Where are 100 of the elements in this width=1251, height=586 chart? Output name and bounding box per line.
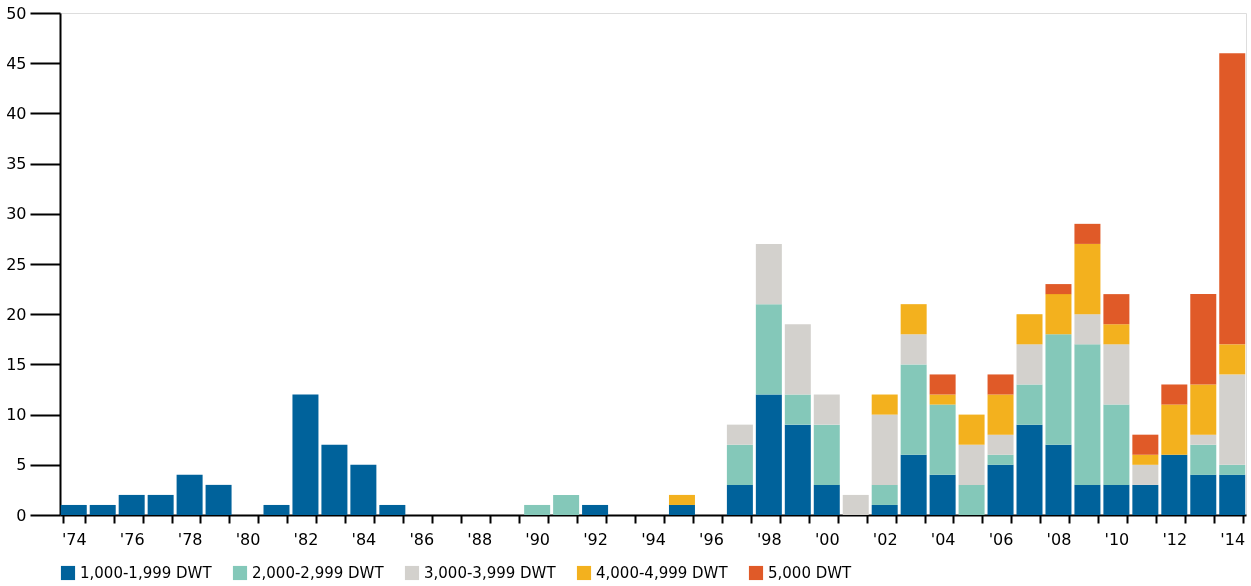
y-tick-label: 5 [16,455,27,475]
y-tick-label: 15 [6,354,27,374]
bar [1190,294,1217,385]
x-tick-label: '94 [641,529,666,549]
bar [524,504,551,515]
bar [1219,53,1246,345]
bar [1103,324,1130,345]
bar [668,494,695,505]
bar [147,494,174,515]
y-tick-label: 25 [6,254,27,274]
bar [1103,404,1130,485]
bar [205,484,232,515]
bar [1132,454,1159,465]
x-tick-label: '96 [699,529,724,549]
bar [1103,344,1130,405]
bar [1016,344,1043,385]
bar [582,504,609,515]
bar [1190,384,1217,435]
y-tick-label: 45 [6,53,27,73]
legend-label: 4,000-4,999 DWT [596,564,729,582]
bar [1132,434,1159,455]
legend-label: 5,000 DWT [768,564,853,582]
bar [668,504,695,515]
bar [553,494,580,515]
bar [900,454,927,515]
bar [987,454,1014,465]
legend-label: 1,000-1,999 DWT [80,564,213,582]
bar [321,444,348,515]
y-tick-label: 20 [6,304,27,324]
bar [1074,223,1101,244]
y-tick-label: 0 [16,505,27,525]
bar [1016,384,1043,425]
y-tick-label: 30 [6,204,27,224]
bar [1132,484,1159,515]
bar [1016,424,1043,515]
x-tick-label: '84 [351,529,377,549]
y-tick-label: 10 [6,405,27,425]
bar [1161,404,1188,455]
legend-label: 2,000-2,999 DWT [252,564,385,582]
x-tick-label: '10 [1104,529,1130,549]
bar [89,504,116,515]
x-tick-label: '98 [756,529,782,549]
bar [842,494,869,515]
bar [1219,474,1246,515]
bar [1016,314,1043,345]
bar [379,504,406,515]
bar [755,304,782,395]
x-tick-label: '82 [293,529,319,549]
x-tick-label: '14 [1220,529,1246,549]
x-tick-label: '86 [409,529,435,549]
bar [871,484,898,505]
y-tick-label: 40 [6,103,27,123]
bar [929,374,956,395]
bar [1074,243,1101,315]
x-tick-label: '08 [1046,529,1072,549]
bar [1190,434,1217,445]
x-tick-label: '90 [525,529,551,549]
x-tick-label: '78 [177,529,203,549]
bar [1074,314,1101,345]
x-tick-label: '04 [930,529,956,549]
bar [1219,464,1246,475]
bar [726,444,753,485]
bar [929,404,956,475]
bar [1045,294,1072,335]
bar [1132,464,1159,485]
bar [1219,344,1246,375]
bar [1045,284,1072,295]
bar [1161,384,1188,405]
bar [784,394,811,425]
x-tick-label: '02 [872,529,898,549]
bar [987,394,1014,435]
bar [118,494,145,515]
bar [871,504,898,515]
bar [292,394,319,515]
bar [900,364,927,455]
y-tick-label: 35 [6,154,27,174]
bar [726,424,753,445]
bar [1190,444,1217,475]
bar [1045,444,1072,515]
bar [871,414,898,485]
bar [900,334,927,365]
x-tick-label: '06 [988,529,1014,549]
bar [1103,484,1130,515]
bar [958,444,985,485]
bar [1074,344,1101,485]
legend-label: 3,000-3,999 DWT [424,564,557,582]
bar [1045,334,1072,445]
bar [755,394,782,515]
bar [958,484,985,515]
bar [350,464,377,515]
bar [784,324,811,395]
bar [1190,474,1217,515]
bar [263,504,290,515]
bar [900,304,927,335]
bar [755,243,782,305]
bar [958,414,985,445]
bar [784,424,811,515]
x-tick-label: '76 [119,529,145,549]
x-tick-label: '88 [467,529,493,549]
bar [1103,294,1130,325]
